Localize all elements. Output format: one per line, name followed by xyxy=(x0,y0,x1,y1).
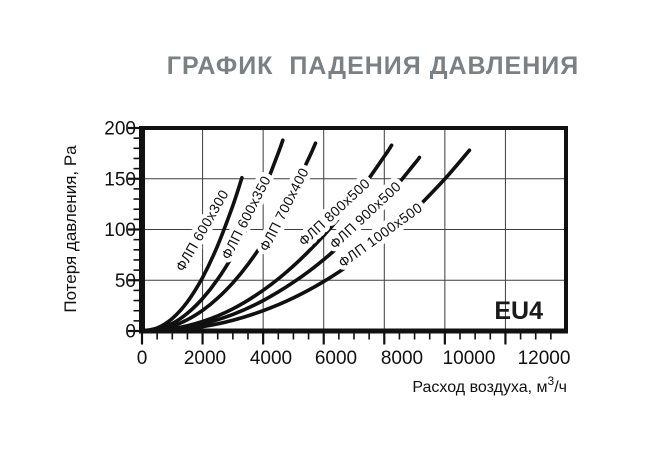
x-axis-title-superscript: 3 xyxy=(548,374,555,388)
tick-layer xyxy=(128,126,552,345)
x-tick-label: 10000 xyxy=(443,348,496,369)
curve-5 xyxy=(140,155,422,333)
y-tick-label: 100 xyxy=(104,220,136,241)
curve-layer xyxy=(140,138,472,333)
x-tick-label: 8000 xyxy=(381,348,423,369)
filter-class-annotation: EU4 xyxy=(494,297,543,325)
x-axis-title: Расход воздуха, м3/ч xyxy=(412,374,567,396)
curve-2 xyxy=(140,138,285,333)
y-tick-label: 50 xyxy=(115,271,136,292)
y-tick-label: 0 xyxy=(125,322,136,343)
plot-frame xyxy=(139,126,568,334)
x-axis-title-tail: /ч xyxy=(554,379,567,396)
x-tick-label: 2000 xyxy=(184,348,226,369)
tick-label-layer: 0 2000 4000 6000 8000 10000 12000 0 50 100 150 200 xyxy=(104,119,570,370)
x-tick-label: 4000 xyxy=(250,348,292,369)
chart-title: ГРАФИК ПАДЕНИЯ ДАВЛЕНИЯ xyxy=(166,52,580,80)
y-tick-label: 150 xyxy=(104,169,136,190)
curve-3 xyxy=(140,141,318,333)
x-tick-label: 12000 xyxy=(518,348,571,369)
x-axis-title-base: Расход воздуха, м xyxy=(412,379,547,396)
y-axis-title: Потеря давления, Pa xyxy=(61,145,80,313)
x-tick-label: 6000 xyxy=(315,348,357,369)
grid-layer xyxy=(142,128,566,331)
curve-6 xyxy=(140,148,472,333)
x-tick-label: 0 xyxy=(137,348,148,369)
y-tick-label: 200 xyxy=(104,119,136,140)
